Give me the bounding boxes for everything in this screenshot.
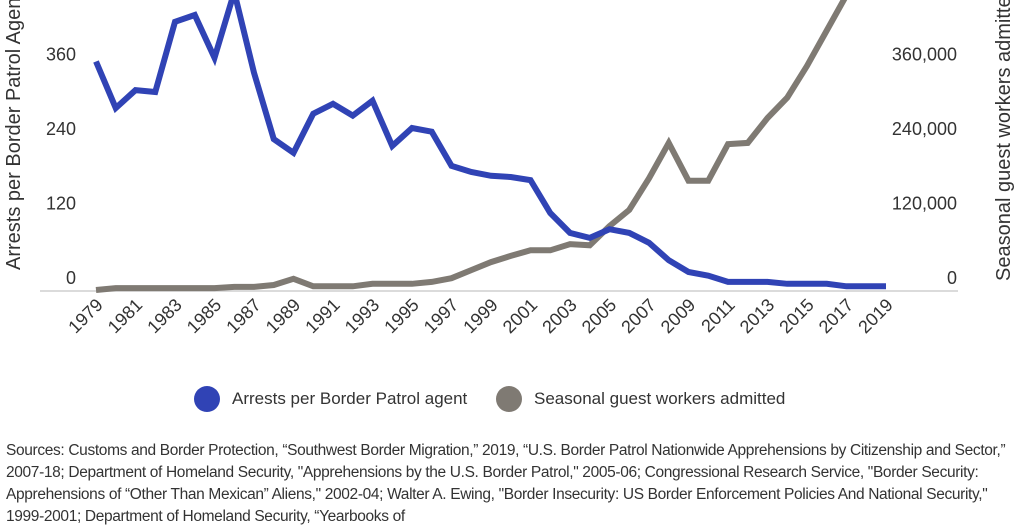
y-left-tick-label: 0 xyxy=(66,268,76,288)
y-left-tick-label: 360 xyxy=(46,45,76,65)
x-tick-label: 2013 xyxy=(736,295,778,337)
line-chart: 0 120 240 360 0 120,000 240,000 360,000 19791981… xyxy=(3,0,1015,337)
y-left-tick-label: 240 xyxy=(46,119,76,139)
y-right-tick-label: 360,000 xyxy=(892,45,957,65)
legend-swatch-blue xyxy=(194,386,220,412)
x-tick-label: 1981 xyxy=(104,295,146,337)
legend-swatch-gray xyxy=(496,386,522,412)
y-axis-left-title: Arrests per Border Patrol Agent xyxy=(3,0,25,270)
y-left-tick-label: 120 xyxy=(46,194,76,214)
x-tick-label: 1989 xyxy=(262,295,304,337)
x-tick-label: 2009 xyxy=(657,295,699,337)
x-tick-label: 2005 xyxy=(578,295,620,337)
sources-note: Sources: Customs and Border Protection, … xyxy=(6,442,1006,525)
x-tick-label: 2015 xyxy=(775,295,817,337)
x-tick-label: 1999 xyxy=(459,295,501,337)
x-tick-label: 2019 xyxy=(854,295,896,337)
y-right-tick-label: 120,000 xyxy=(892,194,957,214)
legend-label: Seasonal guest workers admitted xyxy=(534,389,786,408)
x-tick-label: 2011 xyxy=(697,295,739,337)
series-line-arrests xyxy=(93,0,886,290)
x-tick-label: 2007 xyxy=(617,295,659,337)
legend-label: Arrests per Border Patrol agent xyxy=(232,389,468,408)
x-tick-label: 2003 xyxy=(538,295,580,337)
legend-item-arrests: Arrests per Border Patrol agent xyxy=(194,386,467,412)
x-tick-label: 1979 xyxy=(64,295,106,337)
y-right-tick-label: 240,000 xyxy=(892,119,957,139)
x-tick-label: 1991 xyxy=(301,295,343,337)
x-tick-label: 1995 xyxy=(380,295,422,337)
legend-item-guest-workers: Seasonal guest workers admitted xyxy=(496,386,785,412)
y-right-tick-label: 0 xyxy=(947,268,957,288)
x-tick-label: 1993 xyxy=(341,295,383,337)
series-line-guest-workers xyxy=(95,0,848,293)
legend: Arrests per Border Patrol agent Seasonal… xyxy=(0,386,1024,414)
x-tick-label: 2017 xyxy=(815,295,857,337)
x-tick-label: 1983 xyxy=(143,295,185,337)
x-tick-label: 1985 xyxy=(183,295,225,337)
x-tick-label: 1987 xyxy=(222,295,264,337)
x-tick-label: 2001 xyxy=(499,295,541,337)
y-axis-right-title: Seasonal guest workers admitted xyxy=(993,0,1015,281)
x-tick-label: 1997 xyxy=(420,295,462,337)
